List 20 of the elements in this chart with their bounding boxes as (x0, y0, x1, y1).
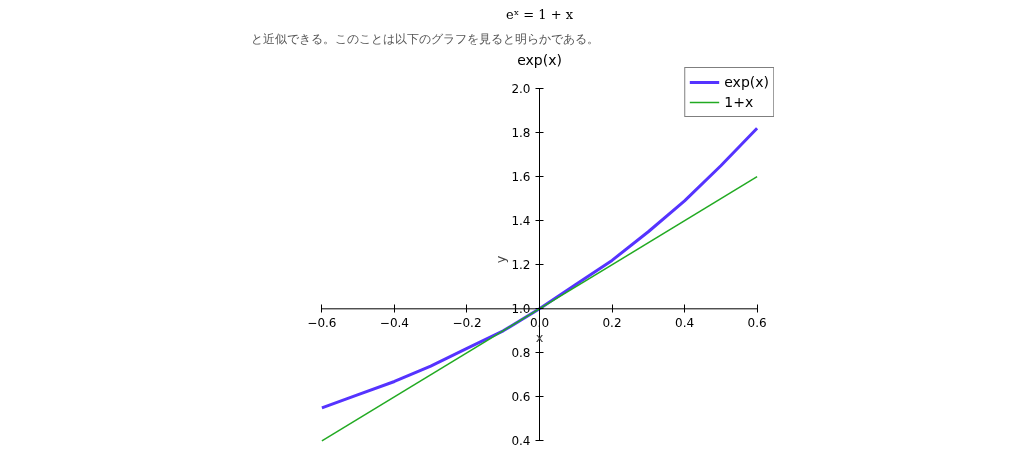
y-tick-label: 0.4 (511, 434, 531, 449)
legend-label: exp(x) (724, 74, 769, 90)
text: 2.0 (511, 82, 531, 97)
y-tick-label: 1.4 (511, 214, 531, 229)
y-tick-label: 0.8 (511, 346, 531, 361)
y-tick-label: 1.2 (511, 258, 531, 273)
chart-title: exp(x) (517, 51, 562, 68)
x-tick-label: −0.2 (452, 315, 482, 330)
text: eˣ = 1 + x (505, 6, 574, 22)
text: 0.4 (675, 315, 695, 330)
y-axis-title: y (493, 255, 509, 264)
text: 0.6 (747, 315, 767, 330)
text: 0.2 (602, 315, 622, 330)
x-tick-label: −0.4 (379, 315, 410, 330)
legend-label: 1+x (724, 94, 754, 110)
text: と近似できる。このことは以下のグラフを見ると明らかである。 (250, 31, 599, 46)
y-tick-label: 1.6 (511, 170, 531, 185)
x-tick-label: −0.6 (307, 315, 337, 330)
y-tick-label: 0.6 (511, 390, 531, 405)
y-tick-label: 1.8 (511, 126, 531, 141)
